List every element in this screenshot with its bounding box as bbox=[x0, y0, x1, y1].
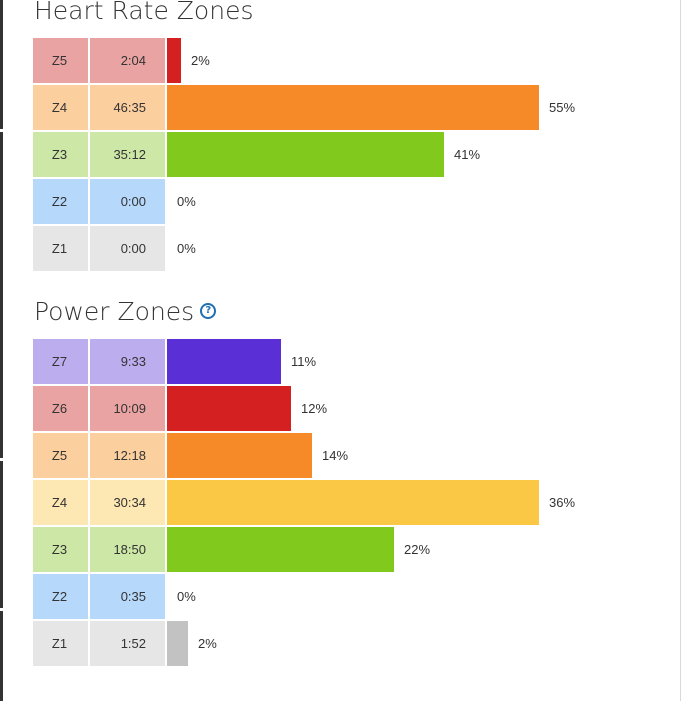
zone-time: 30:34 bbox=[90, 480, 165, 525]
zone-label: Z2 bbox=[33, 179, 88, 224]
zone-percent-label: 11% bbox=[291, 354, 317, 369]
zone-time: 1:52 bbox=[90, 621, 165, 666]
zone-bar bbox=[167, 386, 291, 431]
zone-row: Z4 30:34 36% bbox=[33, 480, 683, 525]
zone-row: Z3 35:12 41% bbox=[33, 132, 683, 177]
zone-label: Z7 bbox=[33, 339, 88, 384]
zone-bar bbox=[167, 38, 181, 83]
zone-bar bbox=[167, 621, 188, 666]
zone-label: Z1 bbox=[33, 226, 88, 271]
power-zones-title: Power Zones? bbox=[34, 297, 217, 327]
zone-label: Z2 bbox=[33, 574, 88, 619]
zone-time: 35:12 bbox=[90, 132, 165, 177]
zone-row: Z5 2:04 2% bbox=[33, 38, 683, 83]
zone-percent-label: 2% bbox=[191, 53, 210, 68]
heart-rate-zones-title-text: Heart Rate Zones bbox=[34, 0, 254, 25]
zone-percent-label: 0% bbox=[177, 241, 196, 256]
zone-percent-label: 2% bbox=[198, 636, 217, 651]
zone-label: Z4 bbox=[33, 85, 88, 130]
zone-row: Z1 1:52 2% bbox=[33, 621, 683, 666]
zone-percent-label: 36% bbox=[549, 495, 576, 510]
zone-row: Z2 0:35 0% bbox=[33, 574, 683, 619]
right-divider bbox=[680, 0, 681, 701]
power-zones-title-text: Power Zones bbox=[34, 297, 195, 326]
zone-percent-label: 12% bbox=[301, 401, 328, 416]
zone-label: Z3 bbox=[33, 132, 88, 177]
zone-row: Z5 12:18 14% bbox=[33, 433, 683, 478]
edge-notch bbox=[0, 608, 3, 611]
zone-time: 10:09 bbox=[90, 386, 165, 431]
zone-row: Z2 0:00 0% bbox=[33, 179, 683, 224]
zone-time: 12:18 bbox=[90, 433, 165, 478]
zone-row: Z6 10:09 12% bbox=[33, 386, 683, 431]
edge-notch bbox=[0, 129, 3, 132]
zone-time: 0:00 bbox=[90, 179, 165, 224]
left-edge-border bbox=[0, 0, 3, 701]
zone-time: 46:35 bbox=[90, 85, 165, 130]
zone-bar bbox=[167, 339, 281, 384]
zone-bar bbox=[167, 527, 394, 572]
zone-bar bbox=[167, 85, 539, 130]
zone-label: Z3 bbox=[33, 527, 88, 572]
question-circle-icon[interactable]: ? bbox=[200, 303, 217, 319]
zone-bar bbox=[167, 433, 312, 478]
zone-time: 2:04 bbox=[90, 38, 165, 83]
zone-percent-label: 41% bbox=[454, 147, 481, 162]
zone-label: Z1 bbox=[33, 621, 88, 666]
zone-row: Z4 46:35 55% bbox=[33, 85, 683, 130]
heart-rate-zones-title: Heart Rate Zones bbox=[34, 0, 253, 26]
zone-bar bbox=[167, 132, 444, 177]
zone-label: Z5 bbox=[33, 38, 88, 83]
zone-row: Z1 0:00 0% bbox=[33, 226, 683, 271]
zone-percent-label: 14% bbox=[322, 448, 349, 463]
zone-time: 9:33 bbox=[90, 339, 165, 384]
zone-percent-label: 55% bbox=[549, 100, 576, 115]
zone-percent-label: 0% bbox=[177, 194, 196, 209]
zone-label: Z4 bbox=[33, 480, 88, 525]
edge-notch bbox=[0, 458, 3, 461]
zone-row: Z7 9:33 11% bbox=[33, 339, 683, 384]
zone-percent-label: 22% bbox=[404, 542, 431, 557]
zone-percent-label: 0% bbox=[177, 589, 196, 604]
zone-time: 0:35 bbox=[90, 574, 165, 619]
heart-rate-zones-chart: Z5 2:04 2% Z4 46:35 55% Z3 35:12 41% Z2 0:00 0% Z1 0:… bbox=[33, 38, 683, 273]
zone-row: Z3 18:50 22% bbox=[33, 527, 683, 572]
zone-bar bbox=[167, 480, 539, 525]
zone-label: Z6 bbox=[33, 386, 88, 431]
power-zones-chart: Z7 9:33 11% Z6 10:09 12% Z5 12:18 14% Z4 30:34 36% Z… bbox=[33, 339, 683, 668]
zone-label: Z5 bbox=[33, 433, 88, 478]
zone-time: 0:00 bbox=[90, 226, 165, 271]
zone-time: 18:50 bbox=[90, 527, 165, 572]
